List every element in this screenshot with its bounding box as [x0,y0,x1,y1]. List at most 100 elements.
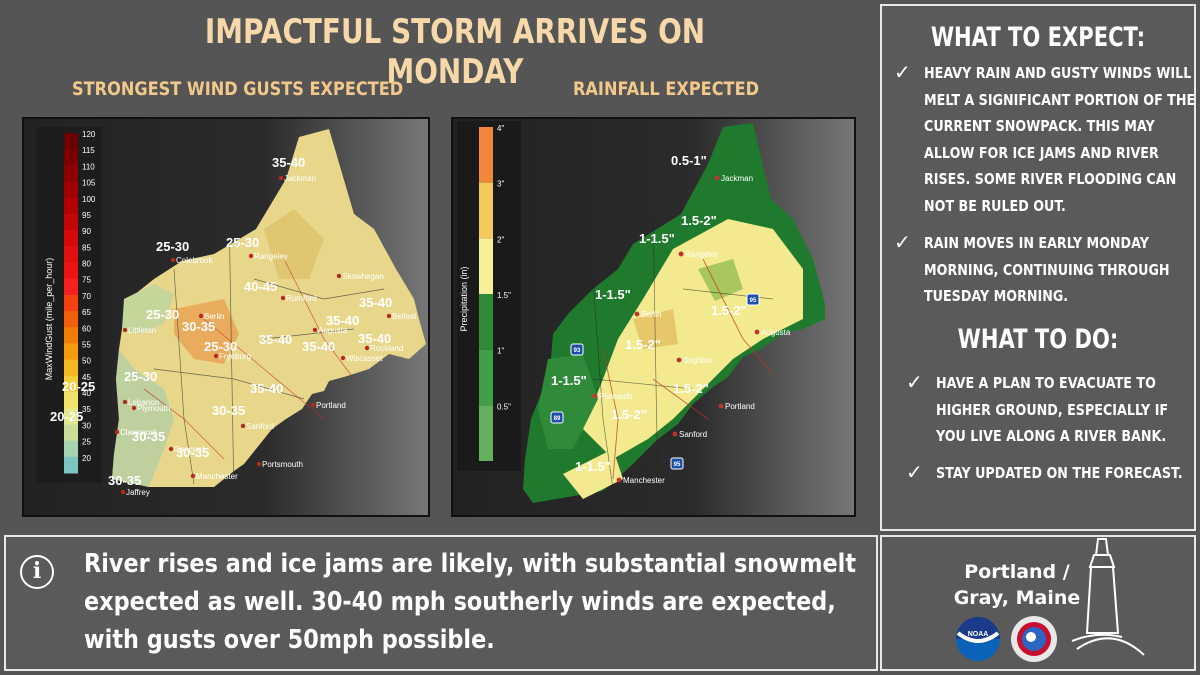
town-marker [278,175,284,181]
wind-range-label: 35-40 [272,155,305,170]
rain-range-label: 1.5-2" [673,381,709,396]
wind-legend-swatch [64,375,78,393]
town-marker [122,399,128,405]
town-label: Augusta [761,328,791,337]
wind-range-label: 25-30 [146,307,179,322]
town-marker [198,313,204,319]
highway-shield [746,293,760,306]
wind-legend-swatch [64,392,78,409]
wind-legend-tick: 85 [82,243,91,252]
wind-legend-swatch [64,294,78,312]
rain-range-label: 1-1.5" [575,459,611,474]
wind-land [112,129,426,487]
wind-range-label: 25-30 [124,369,157,384]
wind-range-label: 20-25 [50,409,83,424]
wind-legend-tick: 50 [82,357,91,366]
town-marker [312,327,318,333]
town-label: Berlin [641,310,661,319]
wind-legend-swatch [64,246,78,264]
wind-range-label: 25-30 [204,339,237,354]
rain-range-label: 1-1.5" [639,231,675,246]
wind-legend-tick: 115 [82,146,95,155]
rain-range-label: 1.5-2" [681,213,717,228]
town-marker [114,429,120,435]
town-label: Skowhegan [342,272,384,281]
town-label: Jaffrey [126,488,150,497]
what-to-expect-heading: WHAT TO EXPECT: [930,22,1146,53]
wind-legend-tick: 100 [82,195,96,204]
town-marker [634,311,640,317]
office-branding: Portland / Gray, Maine NOAA [880,535,1196,671]
summary-text: River rises and ice jams are likely, wit… [84,549,857,655]
town-marker [256,461,262,467]
town-label: Portland [725,402,755,411]
wind-legend-swatch [64,149,78,166]
wind-range-label: 30-35 [132,429,165,444]
wind-legend-tick: 120 [82,130,96,139]
wind-range-label: 25-30 [156,239,189,254]
wind-legend-tick: 80 [82,260,91,269]
town-marker [336,273,342,279]
wind-legend-swatch [64,181,78,199]
rain-legend-swatch [479,238,493,294]
rain-legend-tick: 4" [497,124,504,133]
town-label: Jackman [284,174,316,183]
wind-legend-tick: 95 [82,211,91,220]
highway-shield [670,457,684,470]
wind-range-label: 35-40 [358,331,391,346]
town-marker [364,345,370,351]
town-label: Rangeley [254,252,288,261]
town-label: Colebrook [176,256,213,265]
rain-range-label: 1.5-2" [611,407,647,422]
town-label: Concord [174,445,204,454]
town-label: Claremont [120,428,158,437]
wind-legend-tick: 110 [82,162,95,171]
wind-legend-tick: 20 [82,454,91,463]
todo-item-2: STAY UPDATED ON THE FORECAST. [936,464,1183,482]
town-marker [616,477,622,483]
town-marker [386,313,392,319]
highway-shield [550,411,564,424]
wind-legend-swatch [64,278,78,296]
wind-legend-tick: 45 [82,373,91,382]
wind-legend-swatch [64,456,78,474]
town-label: Jackman [721,174,753,183]
wind-range-label: 40-45 [244,279,277,294]
wind-legend-swatch [64,165,78,183]
office-line-1: Portland / [964,561,1070,583]
town-label: Sanford [679,430,707,439]
wind-legend-swatch [64,408,78,425]
rain-range-label: 1-1.5" [595,287,631,302]
town-label: Fryeburg [219,352,251,361]
rain-legend-title: Precipitation (in) [459,266,469,331]
wind-legend-tick: 65 [82,308,91,317]
wind-legend-tick: 90 [82,227,91,236]
town-marker [120,489,126,495]
town-marker [190,473,196,479]
town-label: Portsmouth [262,460,303,469]
expect-item-1: HEAVY RAIN AND GUSTY WINDS WILL MELT A S… [924,64,1196,215]
wind-legend-swatch [64,327,78,344]
wind-map-subtitle: STRONGEST WIND GUSTS EXPECTED [72,78,404,100]
wind-legend-tick: 40 [82,389,91,398]
town-marker [310,402,316,408]
town-label: Plymouth [137,404,170,413]
town-label: Rangeley [685,250,719,259]
rain-legend-tick: 1.5" [497,291,511,300]
wind-range-label: 30-35 [176,445,209,460]
town-marker [592,393,598,399]
office-line-2: Gray, Maine [953,587,1081,609]
wind-legend-tick: 55 [82,340,91,349]
logo-graphics: NOAA [956,538,1145,662]
rain-range-label: 1.5-2" [711,303,747,318]
wind-legend-swatch [64,311,78,328]
rain-legend-tick: 0.5" [497,402,511,411]
rain-legend-tick: 3" [497,180,504,189]
rain-legend-swatch [479,127,493,183]
wind-range-label: 30-35 [182,319,215,334]
wind-legend-tick: 60 [82,324,91,333]
wind-range-label: 35-40 [302,339,335,354]
wind-legend-swatch [64,424,78,442]
wind-legend-title: MaxWindGust (mile_per_hour) [44,258,54,381]
rain-map-graphic: Precipitation (in) 4" 3" 2" 1.5" 1" 0.5" 0.5-… [457,121,825,503]
